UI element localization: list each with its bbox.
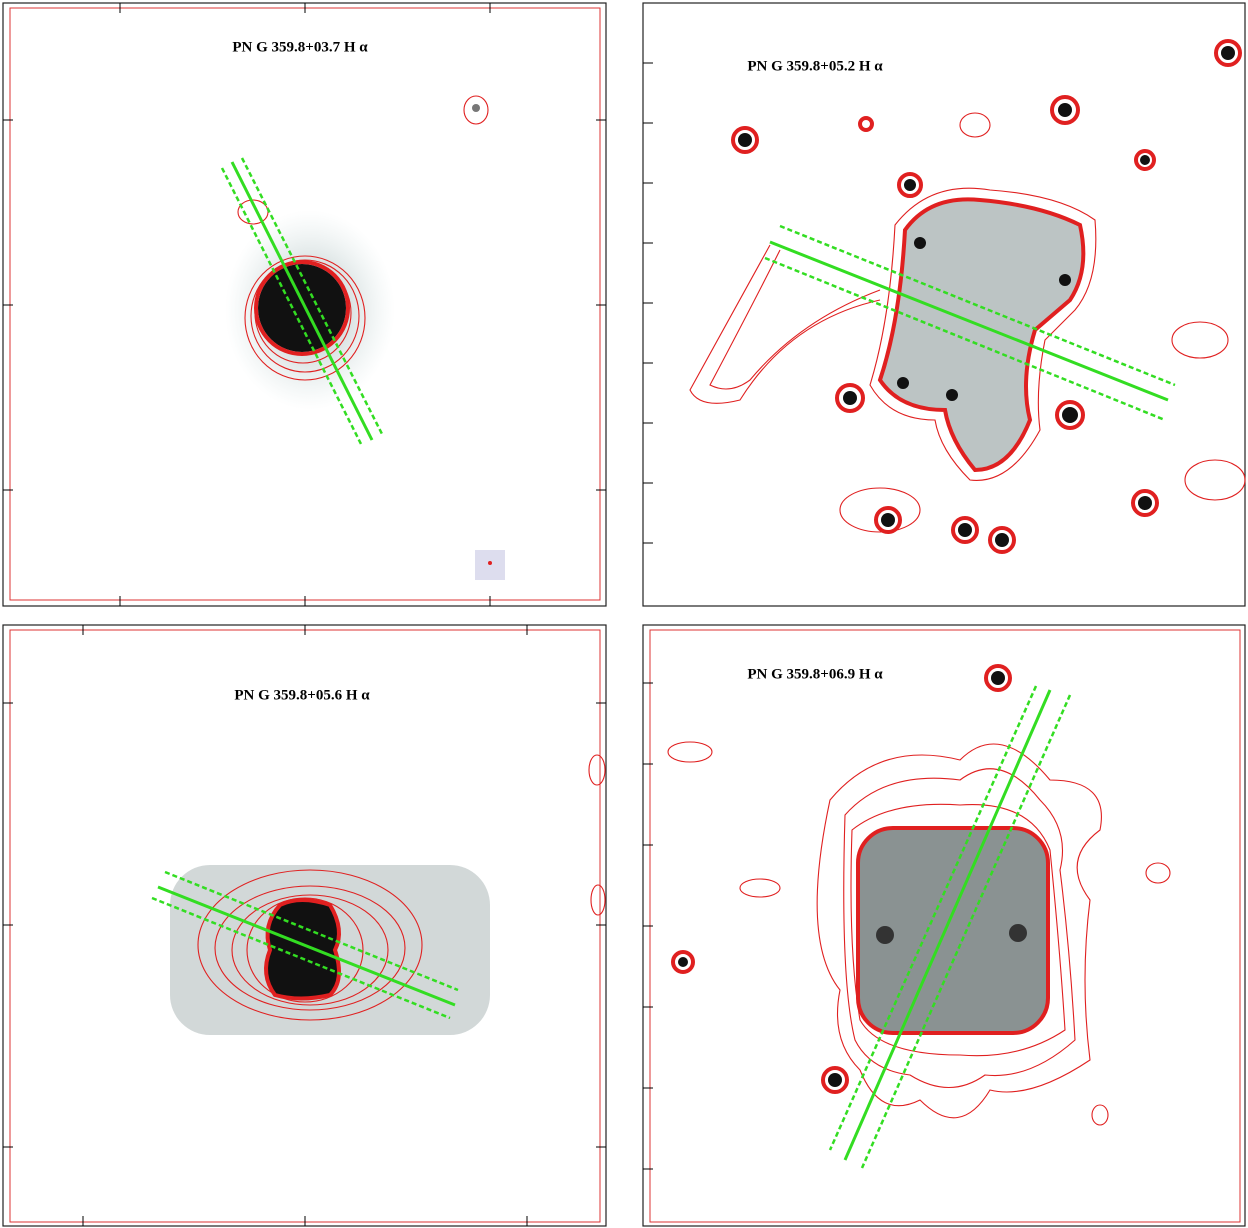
source [904,179,916,191]
panel-3: PN G 359.8+05.6 H α [2,624,607,1227]
contour [667,741,713,763]
source [835,383,865,413]
source [1221,46,1235,60]
source [958,523,972,537]
source [951,516,979,544]
panel-4: PN G 359.8+06.9 H α [642,624,1246,1227]
slit-line [779,224,1176,387]
source [1058,103,1072,117]
panel-2: PN G 359.8+05.2 H α [642,2,1246,607]
slit-line [164,870,459,992]
source [488,561,492,565]
contour [877,197,1086,473]
contour [231,894,389,1006]
source [946,389,958,401]
source [1062,407,1078,423]
source [731,126,759,154]
source [828,1073,842,1087]
panel-title: PN G 359.8+03.7 H α [232,39,368,55]
contour [1145,862,1171,884]
source [988,526,1016,554]
source [995,533,1009,547]
source [472,104,480,112]
contour [1171,321,1229,359]
contour [869,187,1097,481]
contour [254,260,350,356]
source [738,133,752,147]
source [671,950,695,974]
slit-line [860,694,1072,1169]
shape [856,826,1050,1035]
contour [739,878,781,898]
source [991,671,1005,685]
source [1134,149,1156,171]
source [876,926,894,944]
source [678,957,688,967]
contour [244,255,366,381]
contour [463,95,489,125]
slit-line [230,161,374,441]
slit-line [220,167,364,447]
source [897,172,923,198]
slit-line [240,157,384,435]
contour [1184,459,1246,501]
contour [197,869,423,1021]
contour [264,898,341,1001]
slit-line [828,685,1038,1151]
source [1009,924,1027,942]
contour [959,112,991,138]
source [1055,400,1085,430]
source [1131,489,1159,517]
panel-title: PN G 359.8+05.2 H α [747,58,883,74]
source [914,237,926,249]
panel-title: PN G 359.8+05.6 H α [234,687,370,703]
contour [588,754,606,786]
slit-line [843,689,1052,1161]
source [984,664,1012,692]
source [897,377,909,389]
source [1138,496,1152,510]
contour [839,487,921,533]
contour [250,259,360,373]
contour [214,885,406,1011]
source [1140,155,1150,165]
contour [266,900,339,999]
contour [880,199,1084,470]
source [843,391,857,405]
contour [843,768,1076,1089]
contour [709,249,881,390]
contour [590,884,606,916]
source [1059,274,1071,286]
contour [689,244,881,404]
slit-line [157,885,456,1007]
contour [1091,1104,1109,1126]
contour [246,897,364,1003]
source [1050,95,1080,125]
frame [642,2,1246,607]
panel-1: PN G 359.8+03.7 H α [2,2,607,607]
source [821,1066,849,1094]
element [731,39,1242,554]
contour [258,264,346,352]
panel-title: PN G 359.8+06.9 H α [747,666,883,682]
element [738,46,1235,547]
slit-line [151,896,451,1020]
source [881,513,895,527]
slit-line [769,240,1169,402]
source [858,116,874,132]
source [1214,39,1242,67]
